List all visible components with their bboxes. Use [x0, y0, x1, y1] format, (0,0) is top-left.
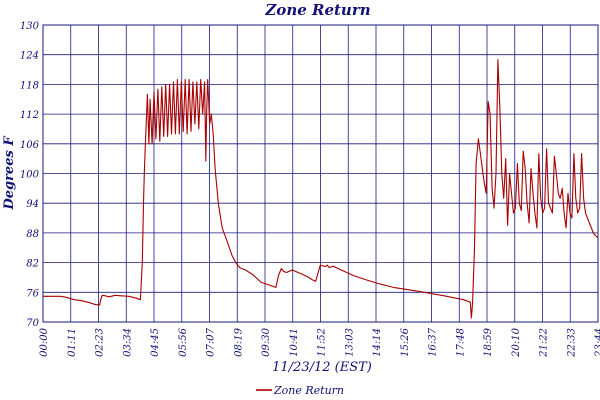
grid	[42, 24, 599, 323]
legend-label: Zone Return	[273, 384, 344, 397]
x-tick-label: 07:07	[206, 327, 217, 356]
y-tick-label: 82	[26, 259, 39, 270]
x-tick-label: 13:03	[344, 328, 355, 357]
y-tick-label: 112	[20, 110, 39, 121]
chart-title: Zone Return	[264, 1, 370, 19]
x-tick-label: 23:44	[594, 328, 600, 358]
y-tick-label: 106	[20, 140, 40, 151]
x-axis-ticks: 00:00 01:11 02:23 03:34 04:45 05:56 07:07 08:19…	[39, 327, 600, 357]
x-tick-label: 16:37	[428, 327, 439, 356]
x-tick-label: 05:56	[178, 327, 189, 356]
y-tick-label: 124	[20, 51, 39, 62]
y-tick-label: 130	[20, 21, 40, 32]
y-tick-label: 94	[26, 199, 39, 210]
y-tick-label: 118	[20, 80, 39, 91]
x-tick-label: 22:33	[566, 328, 577, 358]
plot-border	[42, 24, 599, 323]
series-layer	[43, 59, 599, 319]
x-tick-label: 04:45	[150, 328, 161, 357]
x-tick-label: 01:11	[67, 328, 78, 357]
x-tick-label: 14:14	[372, 328, 383, 357]
y-tick-label: 88	[26, 229, 39, 240]
x-tick-label: 00:00	[39, 327, 50, 356]
x-tick-label: 03:34	[122, 328, 133, 357]
x-tick-label: 17:48	[455, 328, 466, 357]
x-tick-label: 18:59	[483, 327, 494, 356]
y-axis-ticks: 70 76 82 88 94 100 106 112 118 124 130	[20, 21, 40, 329]
y-tick-label: 100	[20, 170, 40, 181]
x-tick-label: 02:23	[95, 328, 106, 357]
x-tick-label: 11:52	[317, 328, 328, 357]
x-axis-label: 11/23/12 (EST)	[272, 360, 372, 375]
x-tick-label: 08:19	[233, 327, 244, 356]
x-tick-label: 10:41	[289, 328, 300, 357]
y-tick-label: 70	[26, 318, 39, 329]
legend: Zone Return	[256, 384, 344, 397]
x-tick-label: 21:22	[539, 328, 550, 358]
y-tick-label: 76	[26, 288, 39, 299]
x-tick-label: 20:10	[511, 327, 522, 357]
y-axis-label: Degrees F	[2, 136, 17, 211]
x-tick-label: 09:30	[261, 327, 272, 356]
x-tick-label: 15:26	[400, 327, 411, 356]
series-line-zone-return	[43, 59, 599, 319]
